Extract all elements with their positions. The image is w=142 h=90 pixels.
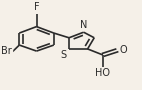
Bar <box>33 4 40 12</box>
Text: HO: HO <box>95 68 110 78</box>
Text: Br: Br <box>1 46 12 56</box>
Bar <box>0 47 12 55</box>
Text: F: F <box>34 2 39 12</box>
Bar <box>80 22 87 31</box>
Bar <box>59 50 66 59</box>
Bar <box>97 68 109 77</box>
Text: N: N <box>80 20 87 31</box>
Bar <box>119 46 126 54</box>
Text: S: S <box>60 50 66 60</box>
Text: O: O <box>119 45 127 55</box>
